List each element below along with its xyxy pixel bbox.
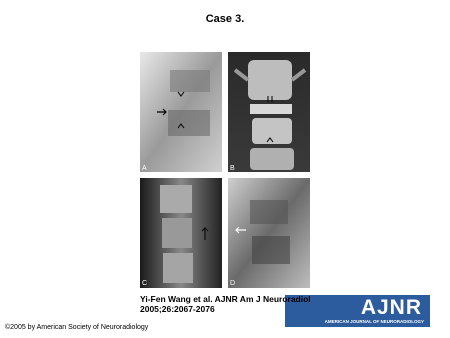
logo-name: AJNR [360,296,422,319]
panel-label: B [230,165,235,172]
copyright: ©2005 by American Society of Neuroradiol… [5,324,149,331]
panel-a: A [140,52,222,172]
panel-d: D [228,178,310,288]
slide-title: Case 3. [205,13,245,25]
citation: Yi-Fen Wang et al. AJNR Am J Neuroradiol… [140,294,311,314]
panel-b: B [228,52,310,172]
journal-logo: AJNR AMERICAN JOURNAL OF NEURORADIOLOGY [285,295,430,327]
logo-subtitle: AMERICAN JOURNAL OF NEURORADIOLOGY [324,319,424,324]
panel-label: C [142,280,147,287]
panel-c: C [140,178,222,288]
panel-label: D [230,280,235,287]
panel-label: A [142,165,147,172]
